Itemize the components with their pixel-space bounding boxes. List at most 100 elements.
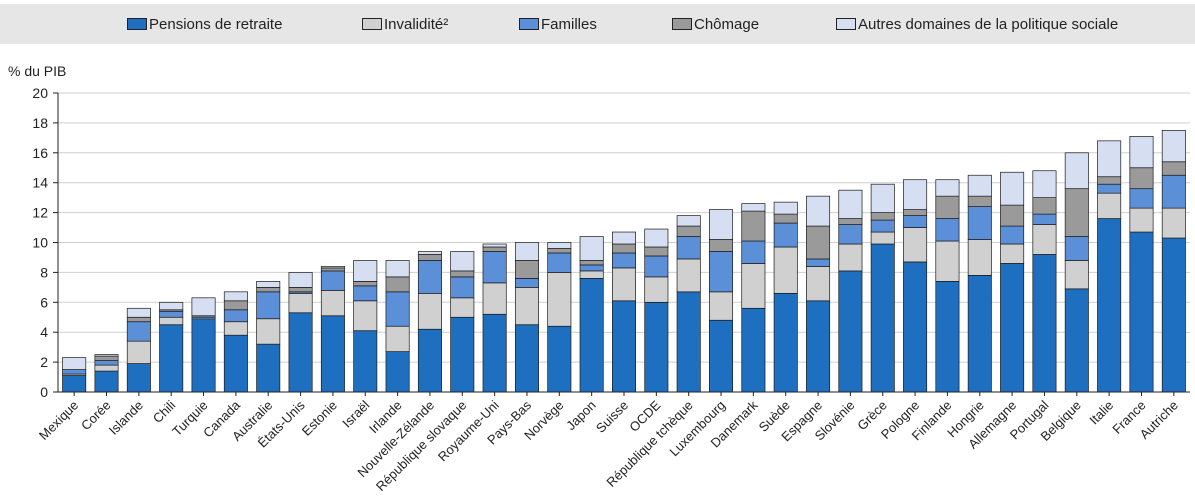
bar-segment [870, 243, 895, 393]
bar-segment [935, 240, 960, 282]
bar-segment [870, 231, 895, 245]
bar-segment [1000, 171, 1025, 206]
bar-segment [806, 195, 831, 227]
x-tick-label: Islande [106, 398, 146, 438]
bar-segment [1161, 161, 1186, 176]
bar-segment [1000, 243, 1025, 264]
bar-segment [773, 246, 798, 294]
bar-segment [514, 278, 539, 288]
bar-segment [579, 270, 604, 279]
y-tick-label: 6 [40, 294, 48, 310]
x-tick-label: Japon [563, 398, 599, 434]
bar-segment [288, 312, 313, 393]
bar-segment [579, 278, 604, 393]
bar-segment [1064, 260, 1089, 290]
bar-segment [94, 370, 119, 393]
bar-segment [62, 357, 87, 370]
legend-item: Pensions de retraite [127, 4, 282, 44]
bar-segment [94, 360, 119, 366]
bar-segment [676, 236, 701, 260]
bar-segment [806, 266, 831, 302]
bar-segment [806, 225, 831, 260]
legend-label: Invalidité² [384, 15, 449, 33]
bar-segment [353, 285, 378, 302]
bar-segment [1064, 236, 1089, 261]
bar-segment [676, 215, 701, 227]
bar-segment [450, 297, 475, 318]
y-tick-label: 20 [32, 85, 48, 101]
x-tick-label: Chili [150, 397, 179, 426]
bar-segment [353, 300, 378, 332]
legend-item: Familles [519, 4, 597, 44]
bar-segment [223, 321, 248, 336]
bar-segment [482, 313, 507, 393]
bar-segment [256, 287, 281, 293]
bar-segment [126, 363, 151, 393]
bar-segment [838, 218, 863, 225]
bar-segment [385, 276, 410, 293]
y-tick-label: 12 [32, 205, 48, 221]
bar-segment [903, 261, 928, 393]
bar-segment [126, 307, 151, 318]
bar-segment [579, 260, 604, 266]
bar-segment [126, 340, 151, 364]
bar-segment [256, 343, 281, 393]
bar-segment [870, 219, 895, 233]
bar-segment [1000, 263, 1025, 393]
bar-segment [1032, 254, 1057, 393]
legend-item: Autres domaines de la politique sociale [836, 4, 1118, 44]
bar-segment [644, 228, 669, 248]
bar-segment [1161, 174, 1186, 209]
bar-segment [967, 239, 992, 276]
bar-segment [450, 276, 475, 299]
bar-segment [450, 316, 475, 393]
legend-swatch [362, 18, 382, 30]
bar-segment [1032, 197, 1057, 215]
bar-segment [514, 287, 539, 326]
bar-segment [935, 195, 960, 219]
bar-segment [1097, 176, 1122, 185]
bar-segment [903, 179, 928, 210]
bars [62, 130, 1186, 393]
chart-legend: Pensions de retraite Invalidité² Familles C… [0, 4, 1195, 44]
bar-segment [773, 222, 798, 248]
bar-segment [1064, 188, 1089, 237]
bar-segment [159, 310, 184, 318]
bar-segment [838, 224, 863, 245]
y-tick-label: 8 [40, 264, 48, 280]
x-tick-label: Mexique [36, 398, 81, 443]
bar-segment [741, 240, 766, 264]
bar-segment [223, 300, 248, 311]
bar-segment [288, 287, 313, 293]
bar-segment [223, 309, 248, 323]
bar-segment [547, 325, 572, 393]
bar-segment [320, 270, 345, 291]
bar-segment [773, 292, 798, 393]
bar-segment [838, 189, 863, 219]
bar-segment [579, 236, 604, 261]
bar-segment [709, 319, 734, 393]
bar-segment [806, 300, 831, 393]
bar-segment [709, 291, 734, 321]
legend-swatch [672, 18, 692, 30]
y-tick-label: 10 [32, 235, 48, 251]
legend-label: Familles [541, 15, 597, 33]
y-tick-label: 0 [40, 384, 48, 400]
legend-swatch [519, 18, 539, 30]
bar-segment [547, 252, 572, 273]
y-tick-label: 16 [32, 145, 48, 161]
bar-segment [1129, 188, 1154, 209]
bar-segment [320, 315, 345, 393]
bar-segment [741, 210, 766, 242]
bar-segment [1161, 130, 1186, 163]
bar-segment [547, 248, 572, 254]
bar-segment [256, 281, 281, 288]
bar-segment [870, 183, 895, 213]
legend-label: Autres domaines de la politique sociale [858, 15, 1119, 33]
bar-segment [159, 324, 184, 393]
bar-segment [903, 215, 928, 228]
bar-segment [94, 364, 119, 372]
bar-segment [1064, 152, 1089, 190]
bar-segment [676, 291, 701, 393]
